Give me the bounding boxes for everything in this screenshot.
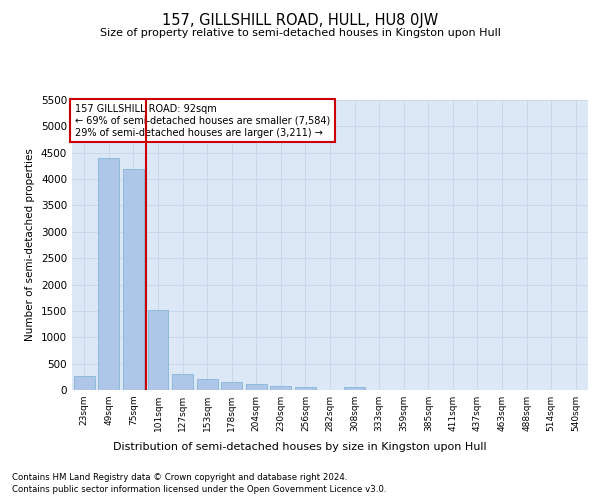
Bar	[172, 374, 193, 390]
Bar	[246, 384, 267, 390]
Bar	[271, 386, 292, 390]
Bar	[74, 376, 95, 390]
Bar	[98, 158, 119, 390]
Text: Contains HM Land Registry data © Crown copyright and database right 2024.: Contains HM Land Registry data © Crown c…	[12, 472, 347, 482]
Bar	[197, 380, 218, 390]
Text: 157, GILLSHILL ROAD, HULL, HU8 0JW: 157, GILLSHILL ROAD, HULL, HU8 0JW	[162, 12, 438, 28]
Text: 157 GILLSHILL ROAD: 92sqm
← 69% of semi-detached houses are smaller (7,584)
29% : 157 GILLSHILL ROAD: 92sqm ← 69% of semi-…	[74, 104, 330, 138]
Bar	[344, 388, 365, 390]
Y-axis label: Number of semi-detached properties: Number of semi-detached properties	[25, 148, 35, 342]
Bar	[295, 388, 316, 390]
Bar	[123, 168, 144, 390]
Text: Distribution of semi-detached houses by size in Kingston upon Hull: Distribution of semi-detached houses by …	[113, 442, 487, 452]
Bar	[221, 382, 242, 390]
Text: Size of property relative to semi-detached houses in Kingston upon Hull: Size of property relative to semi-detach…	[100, 28, 500, 38]
Text: Contains public sector information licensed under the Open Government Licence v3: Contains public sector information licen…	[12, 485, 386, 494]
Bar	[148, 310, 169, 390]
